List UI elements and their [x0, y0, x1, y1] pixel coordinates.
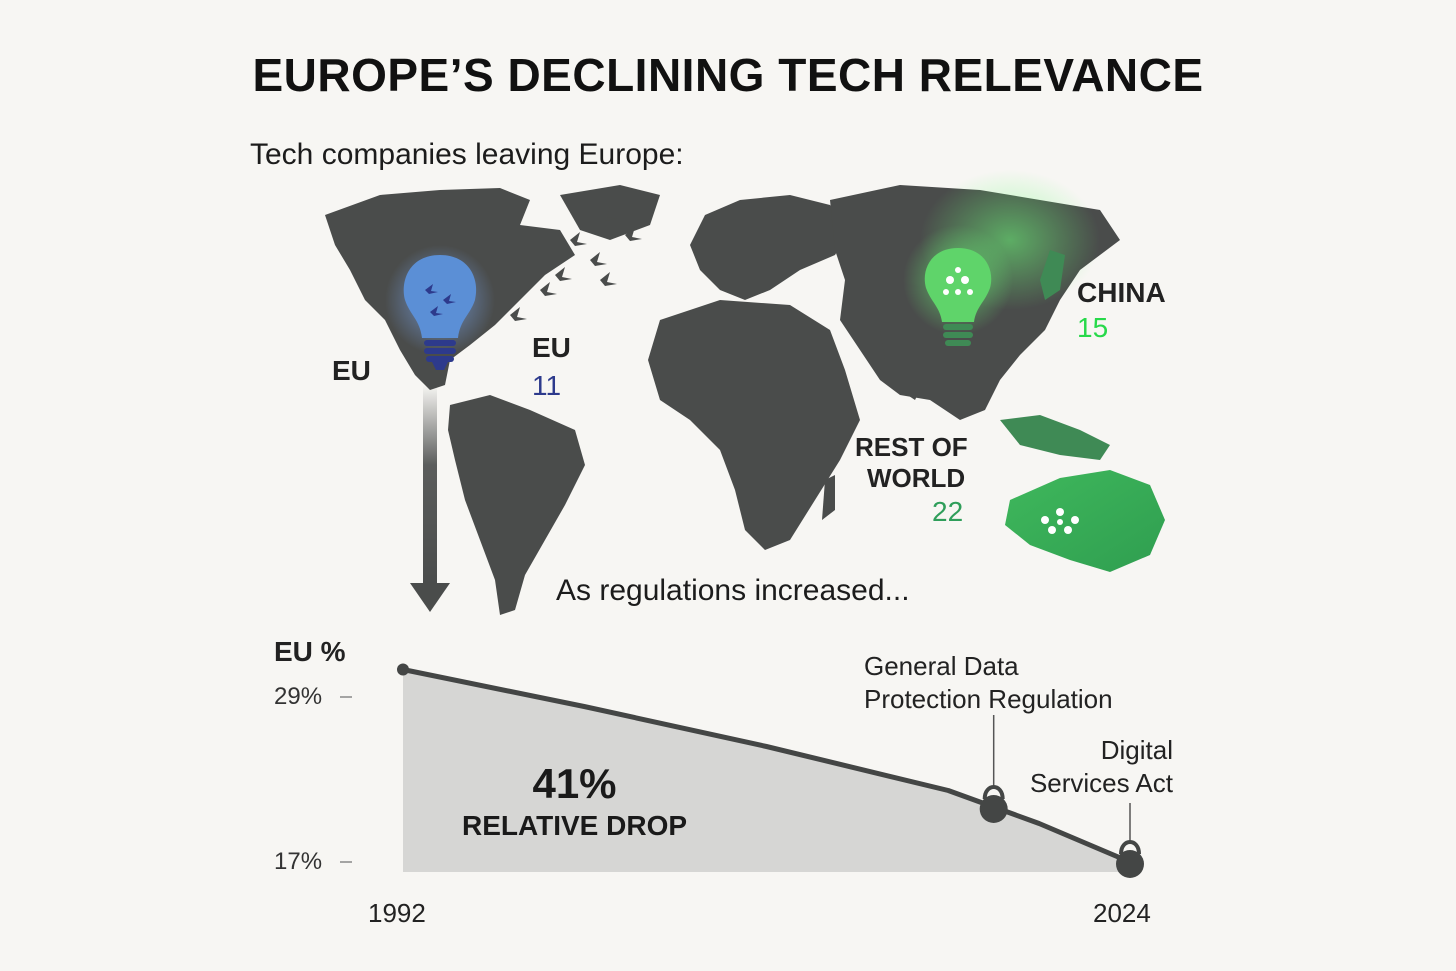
south-america-shape [448, 395, 585, 615]
y-tick-top: 29% [274, 683, 323, 710]
x-tick-start: 1992 [368, 898, 426, 928]
green-lightbulb-icon [903, 225, 1013, 346]
birds-icon [510, 207, 642, 321]
europe-shape [690, 195, 850, 300]
rest-value: 22 [932, 496, 964, 527]
rest-label-line2: WORLD [867, 463, 966, 493]
australia-network-icon [1041, 508, 1079, 534]
se-asia-islands-shape [1000, 415, 1110, 460]
gdpr-line1: General Data [864, 651, 1019, 681]
chart-ylabel: EU % [274, 636, 346, 667]
drop-percent: 41% [532, 760, 617, 807]
dsa-line1: Digital [1100, 735, 1173, 765]
dsa-weight-marker [1116, 850, 1144, 878]
y-tick-bottom: 17% [274, 848, 323, 875]
dsa-line2: Services Act [1029, 768, 1173, 798]
chart-series-line [400, 667, 1133, 865]
australia-shape [1005, 470, 1165, 572]
dsa-weight-handle [1119, 840, 1141, 855]
gdpr-line2: Protection Regulation [864, 684, 1113, 714]
eu-value: 11 [532, 370, 562, 401]
subtitle: Tech companies leaving Europe: [250, 138, 684, 171]
x-tick-end: 2024 [1093, 898, 1151, 928]
india-shape [880, 330, 935, 400]
japan-shape [1040, 250, 1065, 300]
china-label: CHINA [1077, 277, 1166, 308]
madagascar-shape [822, 475, 835, 520]
regulation-caption: As regulations increased... [556, 574, 910, 607]
page-title: EUROPE’S DECLINING TECH RELEVANCE [252, 49, 1204, 101]
gdpr-annotation: General Data Protection Regulation [864, 650, 1113, 716]
rest-label-line1: REST OF [855, 432, 968, 462]
africa-shape [648, 300, 860, 550]
gdpr-weight-marker [979, 795, 1008, 823]
blue-lightbulb-icon [385, 245, 495, 370]
drop-label: RELATIVE DROP [461, 810, 688, 841]
eu-left-label: EU [332, 355, 371, 386]
china-value: 15 [1077, 312, 1109, 343]
down-arrow-icon [410, 385, 450, 612]
eu-label: EU [532, 332, 571, 363]
dsa-annotation: Digital Services Act [1013, 734, 1173, 800]
chart-area-fill [403, 669, 1130, 872]
gdpr-weight-handle [982, 785, 1005, 800]
greenland-shape [560, 185, 660, 240]
chart-start-point [397, 663, 409, 676]
